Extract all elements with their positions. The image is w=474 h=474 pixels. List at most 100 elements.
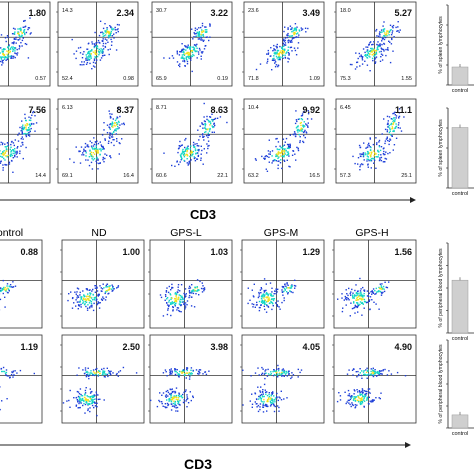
event-dot bbox=[256, 301, 258, 304]
event-dot bbox=[398, 116, 400, 119]
event-dot bbox=[358, 304, 360, 306]
event-dot bbox=[83, 303, 86, 306]
event-dot bbox=[9, 47, 12, 49]
event-dot bbox=[375, 30, 377, 32]
event-dot bbox=[277, 300, 279, 302]
event-dot bbox=[366, 295, 369, 297]
quadrant-ll-label: 69.1 bbox=[62, 173, 73, 179]
event-dot bbox=[91, 49, 93, 51]
event-dot bbox=[386, 115, 389, 118]
event-dot bbox=[208, 39, 210, 42]
event-dot bbox=[271, 398, 273, 400]
event-dot bbox=[28, 133, 30, 136]
event-dot bbox=[17, 32, 19, 35]
event-dot bbox=[273, 293, 275, 295]
event-dot bbox=[199, 372, 201, 374]
event-dot bbox=[171, 301, 173, 303]
event-dot bbox=[268, 156, 270, 158]
event-dot bbox=[372, 157, 374, 160]
event-dot bbox=[263, 398, 265, 401]
event-dot bbox=[300, 29, 303, 31]
event-dot bbox=[267, 298, 270, 300]
event-dot bbox=[296, 120, 298, 123]
event-dot bbox=[367, 369, 369, 371]
event-dot bbox=[91, 306, 93, 308]
event-dot bbox=[374, 53, 376, 56]
event-dot bbox=[372, 367, 374, 369]
event-dot bbox=[183, 370, 186, 372]
event-dot bbox=[371, 51, 374, 53]
event-dot bbox=[283, 290, 285, 293]
event-dot bbox=[284, 44, 286, 46]
event-dot bbox=[275, 53, 277, 55]
event-dot bbox=[361, 153, 363, 155]
event-dot bbox=[180, 57, 182, 59]
event-dot bbox=[177, 374, 179, 376]
event-dot bbox=[110, 136, 113, 138]
event-dot bbox=[96, 55, 99, 58]
scatter-panel-bottom-r3-c2: 1.00 bbox=[60, 239, 145, 329]
event-dot bbox=[368, 50, 371, 52]
event-dot bbox=[78, 304, 80, 306]
event-dot bbox=[178, 297, 180, 299]
event-dot bbox=[404, 375, 407, 377]
event-dot bbox=[275, 45, 277, 48]
event-dot bbox=[80, 393, 82, 396]
event-dot bbox=[8, 44, 10, 46]
event-dot bbox=[178, 64, 180, 66]
density-main bbox=[337, 277, 380, 317]
event-dot bbox=[375, 51, 378, 54]
event-dot bbox=[173, 400, 175, 402]
event-dot bbox=[194, 143, 196, 145]
event-dot bbox=[371, 371, 374, 373]
event-dot bbox=[357, 311, 359, 313]
event-dot bbox=[273, 298, 276, 300]
event-dot bbox=[200, 153, 202, 155]
event-dot bbox=[265, 296, 267, 298]
event-dot bbox=[359, 368, 361, 370]
event-dot bbox=[187, 51, 190, 54]
event-dot bbox=[93, 58, 96, 60]
event-dot bbox=[160, 296, 163, 299]
event-dot bbox=[115, 49, 118, 51]
event-dot bbox=[196, 57, 198, 59]
event-dot bbox=[283, 286, 285, 288]
event-dot bbox=[84, 369, 87, 371]
event-dot bbox=[80, 146, 83, 148]
event-dot bbox=[373, 371, 375, 374]
event-dot bbox=[7, 288, 10, 290]
event-dot bbox=[359, 169, 361, 171]
event-dot bbox=[89, 293, 92, 295]
event-dot bbox=[116, 123, 119, 125]
event-dot bbox=[297, 42, 300, 44]
event-dot bbox=[25, 135, 28, 138]
event-dot bbox=[289, 145, 291, 148]
event-dot bbox=[90, 151, 92, 153]
event-dot bbox=[107, 370, 110, 372]
event-dot bbox=[188, 373, 190, 375]
event-dot bbox=[369, 159, 371, 161]
event-dot bbox=[362, 392, 364, 394]
event-dot bbox=[75, 293, 77, 295]
event-dot bbox=[381, 43, 383, 46]
event-dot bbox=[101, 52, 103, 54]
event-dot bbox=[260, 288, 263, 290]
event-dot bbox=[190, 367, 193, 369]
event-dot bbox=[5, 59, 7, 61]
event-dot bbox=[69, 389, 71, 392]
event-dot bbox=[283, 38, 285, 40]
event-dot bbox=[399, 127, 401, 129]
event-dot bbox=[94, 402, 96, 404]
event-dot bbox=[368, 391, 370, 393]
event-dot bbox=[251, 289, 253, 291]
event-dot bbox=[75, 396, 78, 399]
event-dot bbox=[24, 19, 26, 22]
event-dot bbox=[281, 301, 283, 304]
event-dot bbox=[262, 404, 264, 406]
event-dot bbox=[358, 294, 360, 296]
event-dot bbox=[182, 153, 185, 156]
event-dot bbox=[17, 146, 19, 148]
event-dot bbox=[278, 410, 280, 412]
event-dot bbox=[360, 399, 363, 401]
event-dot bbox=[213, 126, 215, 128]
